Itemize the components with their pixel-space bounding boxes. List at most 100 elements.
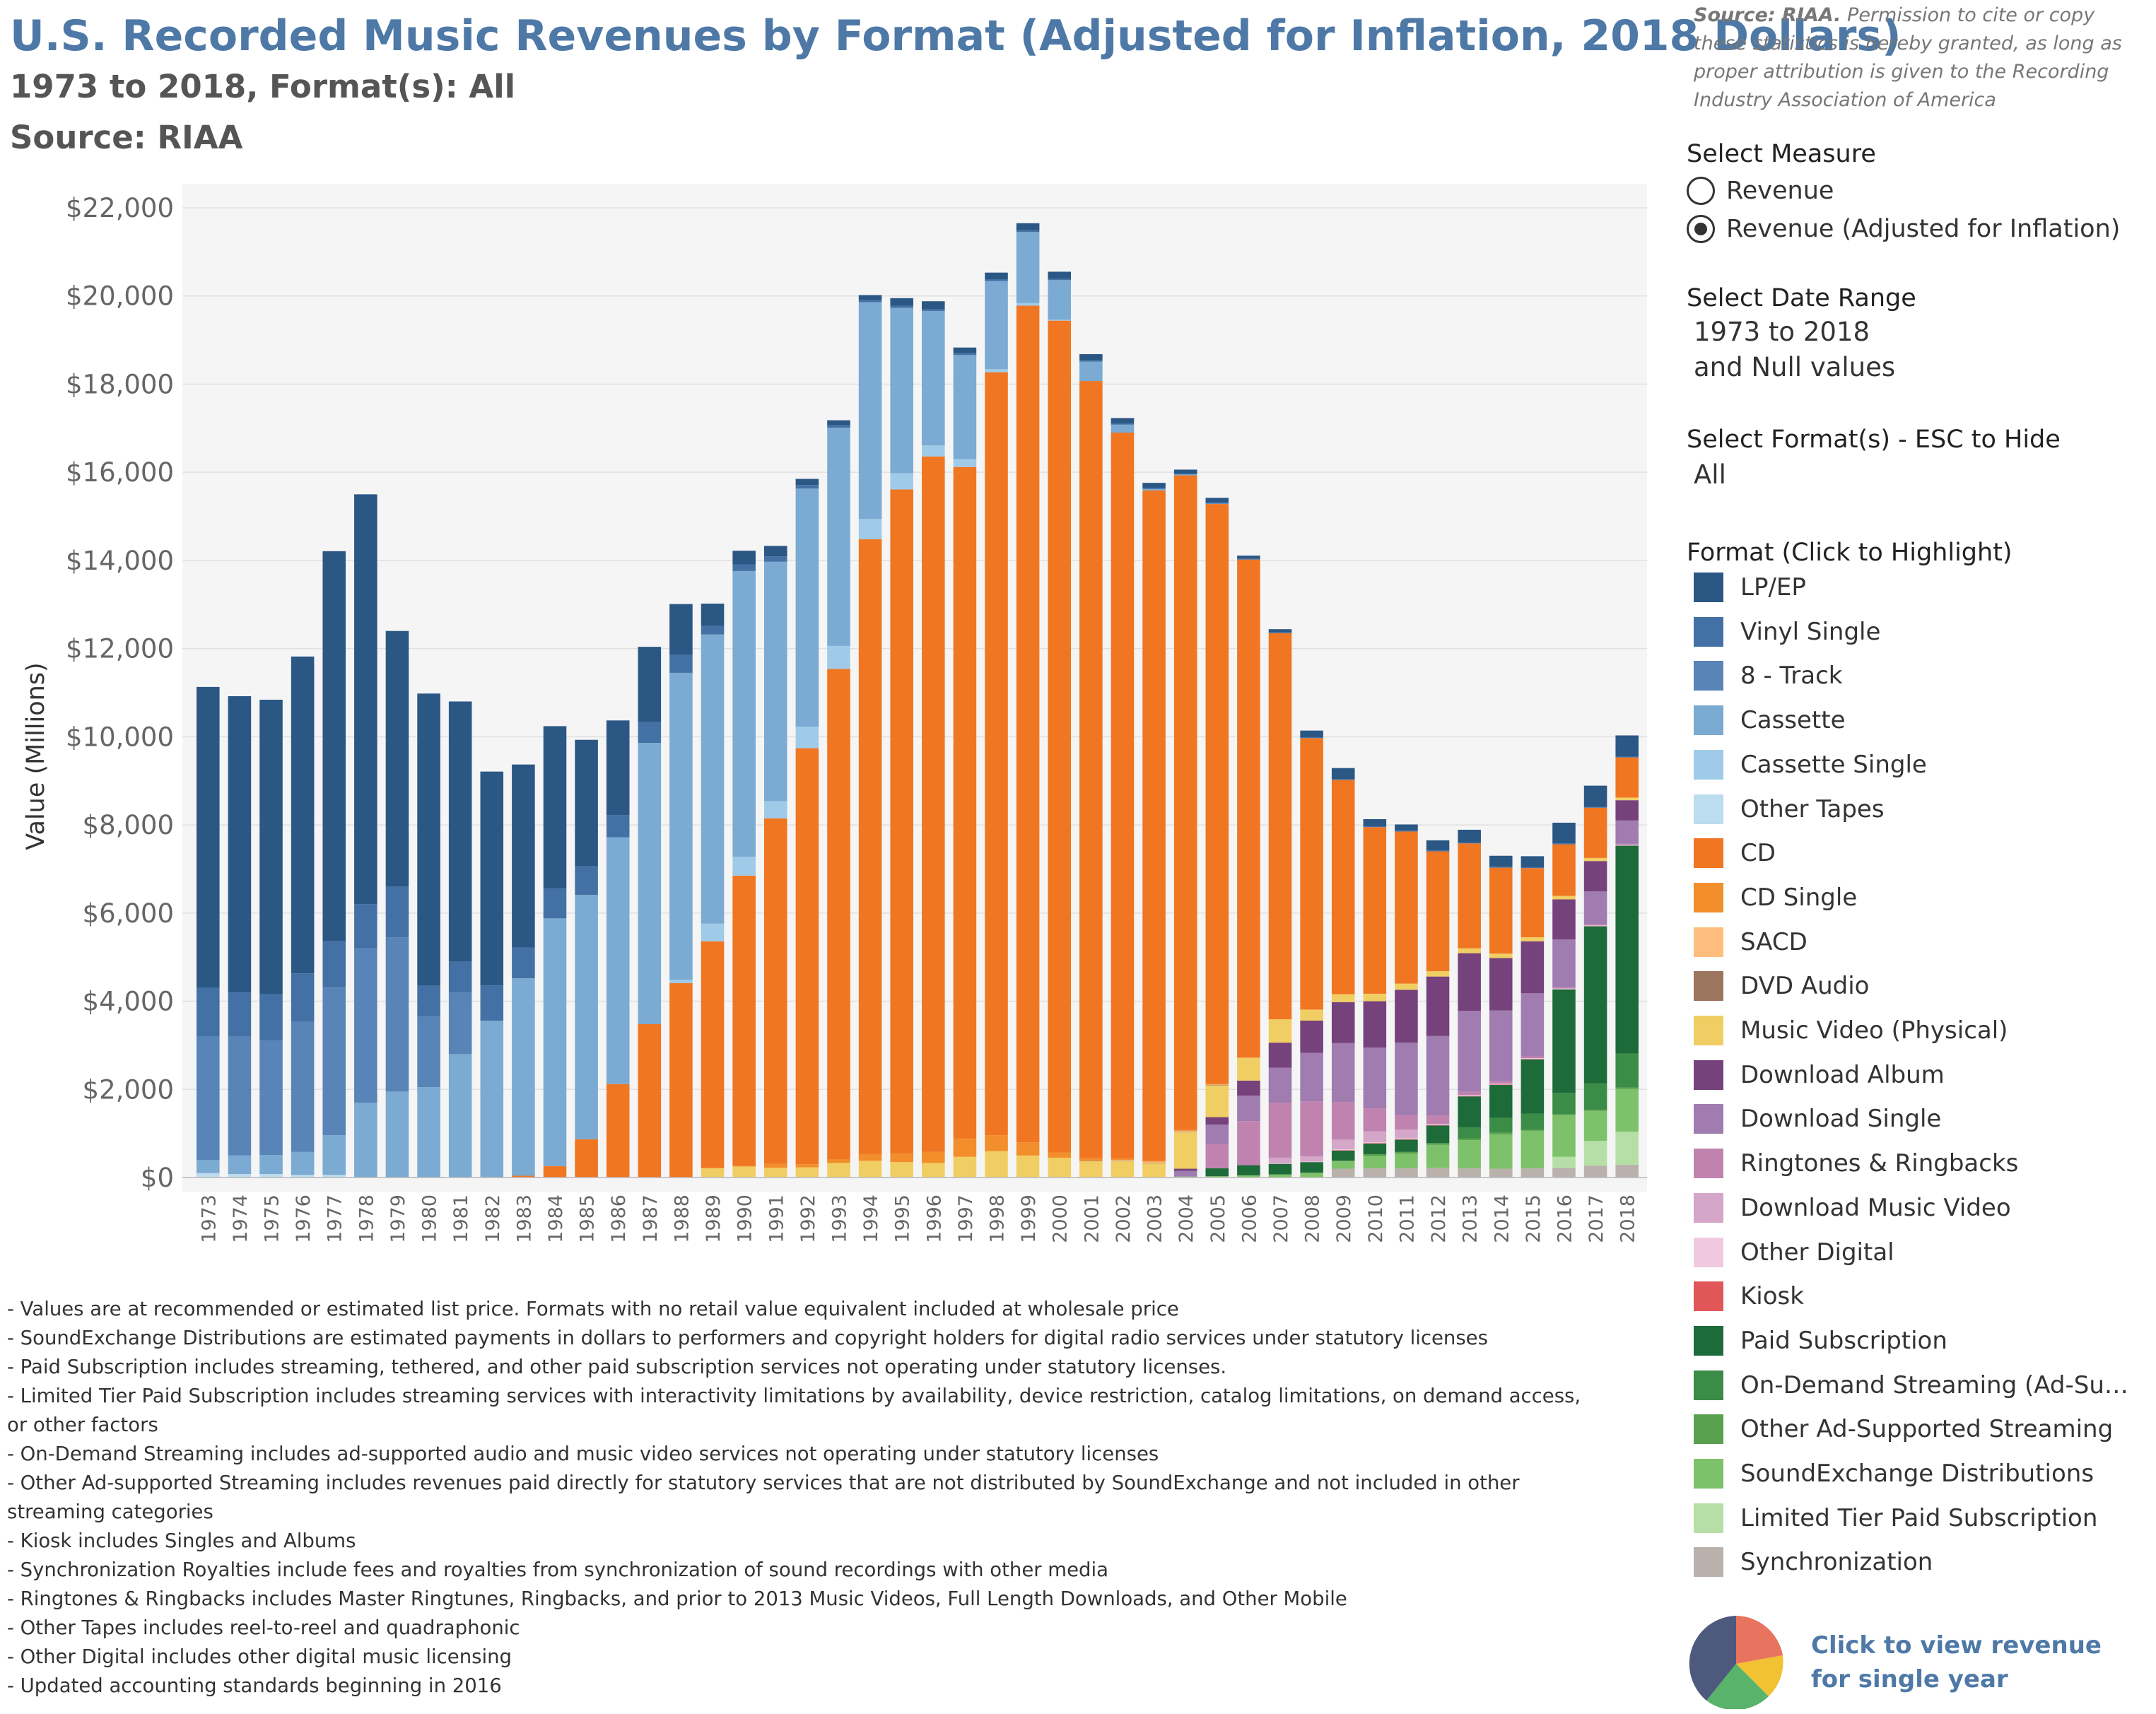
bar-segment [763, 1163, 787, 1168]
bar-segment [795, 1167, 819, 1178]
bar-segment [259, 1174, 283, 1178]
bar-segment [1395, 1154, 1418, 1168]
bar-segment [1521, 868, 1545, 938]
legend-swatch [1694, 971, 1723, 1002]
bar-segment [354, 948, 377, 1103]
bar-segment [763, 1168, 787, 1178]
legend-item[interactable]: DVD Audio [1694, 968, 2146, 1004]
bar-segment [1489, 1134, 1513, 1169]
bar-segment [1016, 1155, 1040, 1178]
bar-segment [1363, 1001, 1387, 1048]
bar-segment [1363, 1142, 1387, 1144]
bar-segment [1615, 756, 1639, 758]
bar-segment [1331, 779, 1355, 780]
bar-segment [1205, 1168, 1229, 1177]
legend-label: DVD Audio [1740, 972, 1870, 1001]
bar-segment [259, 699, 283, 994]
bar-segment [1079, 354, 1103, 360]
x-tick-label: 1980 [419, 1194, 441, 1243]
bar-segment [701, 626, 725, 635]
radio-revenue[interactable] [1687, 177, 1715, 205]
legend-item[interactable]: Download Single [1694, 1101, 2146, 1137]
legend-label: Music Video (Physical) [1740, 1016, 2008, 1045]
bar-segment [985, 1135, 1008, 1151]
legend-item[interactable]: Other Tapes [1694, 792, 2146, 827]
bar-segment [1583, 891, 1607, 924]
legend-item[interactable]: Download Music Video [1694, 1190, 2146, 1226]
x-tick-label: 1994 [860, 1194, 882, 1243]
bar-segment [1331, 994, 1355, 1002]
bar-segment [1173, 474, 1197, 476]
bar-segment [1489, 1132, 1513, 1134]
x-tick-label: 2005 [1207, 1194, 1229, 1243]
legend-item[interactable]: Paid Subscription [1694, 1323, 2146, 1358]
legend-item[interactable]: LP/EP [1694, 570, 2146, 605]
bar-segment [228, 1155, 252, 1175]
legend-item[interactable]: Ringtones & Ringbacks [1694, 1146, 2146, 1181]
legend-item[interactable]: Limited Tier Paid Subscription [1694, 1501, 2146, 1536]
bar-segment [1363, 1108, 1387, 1132]
bar-segment [1521, 1059, 1545, 1114]
legend-swatch [1694, 927, 1723, 957]
legend-item[interactable]: Cassette Single [1694, 747, 2146, 782]
bar-segment [669, 655, 693, 673]
legend-item[interactable]: SACD [1694, 924, 2146, 960]
single-year-pie-link[interactable]: Click to view revenue for single year [1687, 1610, 2139, 1709]
format-filter-value[interactable]: All [1694, 459, 1726, 490]
bar-segment [575, 739, 598, 867]
legend-item[interactable]: Other Digital [1694, 1235, 2146, 1270]
bar-segment [1615, 735, 1639, 757]
date-range-value[interactable]: 1973 to 2018 [1694, 317, 1870, 347]
bar-segment [1331, 1150, 1355, 1151]
x-tick-label: 2010 [1365, 1194, 1387, 1243]
bar-segment [985, 1151, 1008, 1178]
bar-segment [322, 987, 346, 1136]
legend-item[interactable]: SoundExchange Distributions [1694, 1456, 2146, 1491]
bar-segment [197, 1036, 220, 1161]
bar-segment [1521, 867, 1545, 869]
bar-segment [1111, 1160, 1135, 1161]
legend-item[interactable]: CD Single [1694, 880, 2146, 915]
measure-option-inflation[interactable]: Revenue (Adjusted for Inflation) [1687, 212, 2120, 246]
bar-segment [1016, 303, 1040, 306]
legend-item[interactable]: Other Ad-Supported Streaming [1694, 1411, 2146, 1447]
bar-segment [1205, 504, 1229, 1084]
bar-segment [1583, 1083, 1607, 1110]
bar-segment [1205, 1125, 1229, 1144]
bar-segment [1300, 738, 1323, 1010]
legend-item[interactable]: 8 - Track [1694, 658, 2146, 693]
legend-item[interactable]: On-Demand Streaming (Ad-Supported) [1694, 1368, 2146, 1403]
bar-segment [669, 672, 693, 980]
bar-segment [1268, 1157, 1292, 1164]
bar-segment [1426, 971, 1450, 977]
bar-segment [354, 1102, 377, 1178]
bar-segment [1395, 1139, 1418, 1140]
legend-item[interactable]: CD [1694, 835, 2146, 871]
legend-item[interactable]: Vinyl Single [1694, 614, 2146, 650]
bar-segment [322, 941, 346, 988]
bar-segment [1142, 488, 1166, 491]
bar-segment [197, 987, 220, 1037]
legend-item[interactable]: Music Video (Physical) [1694, 1013, 2146, 1048]
bar-segment [448, 1054, 472, 1178]
bar-segment [1552, 843, 1576, 845]
legend-item[interactable]: Download Album [1694, 1057, 2146, 1093]
bar-segment [1048, 1157, 1072, 1178]
bar-segment [1205, 1117, 1229, 1125]
legend-swatch [1694, 1059, 1723, 1090]
radio-inflation[interactable] [1687, 215, 1715, 243]
bar-segment [1489, 1085, 1513, 1118]
measure-option-revenue[interactable]: Revenue [1687, 174, 1834, 208]
bar-segment [763, 546, 787, 557]
bar-segment [1615, 1164, 1639, 1178]
legend-item[interactable]: Synchronization [1694, 1544, 2146, 1580]
legend-swatch [1694, 882, 1723, 912]
bar-segment [858, 300, 882, 303]
bar-segment [1237, 1175, 1260, 1178]
x-tick-label: 1979 [387, 1194, 409, 1243]
legend-item[interactable]: Cassette [1694, 703, 2146, 738]
bar-segment [669, 982, 693, 1178]
legend-swatch [1694, 1192, 1723, 1223]
legend-item[interactable]: Kiosk [1694, 1279, 2146, 1314]
x-tick-label: 1983 [513, 1194, 535, 1243]
